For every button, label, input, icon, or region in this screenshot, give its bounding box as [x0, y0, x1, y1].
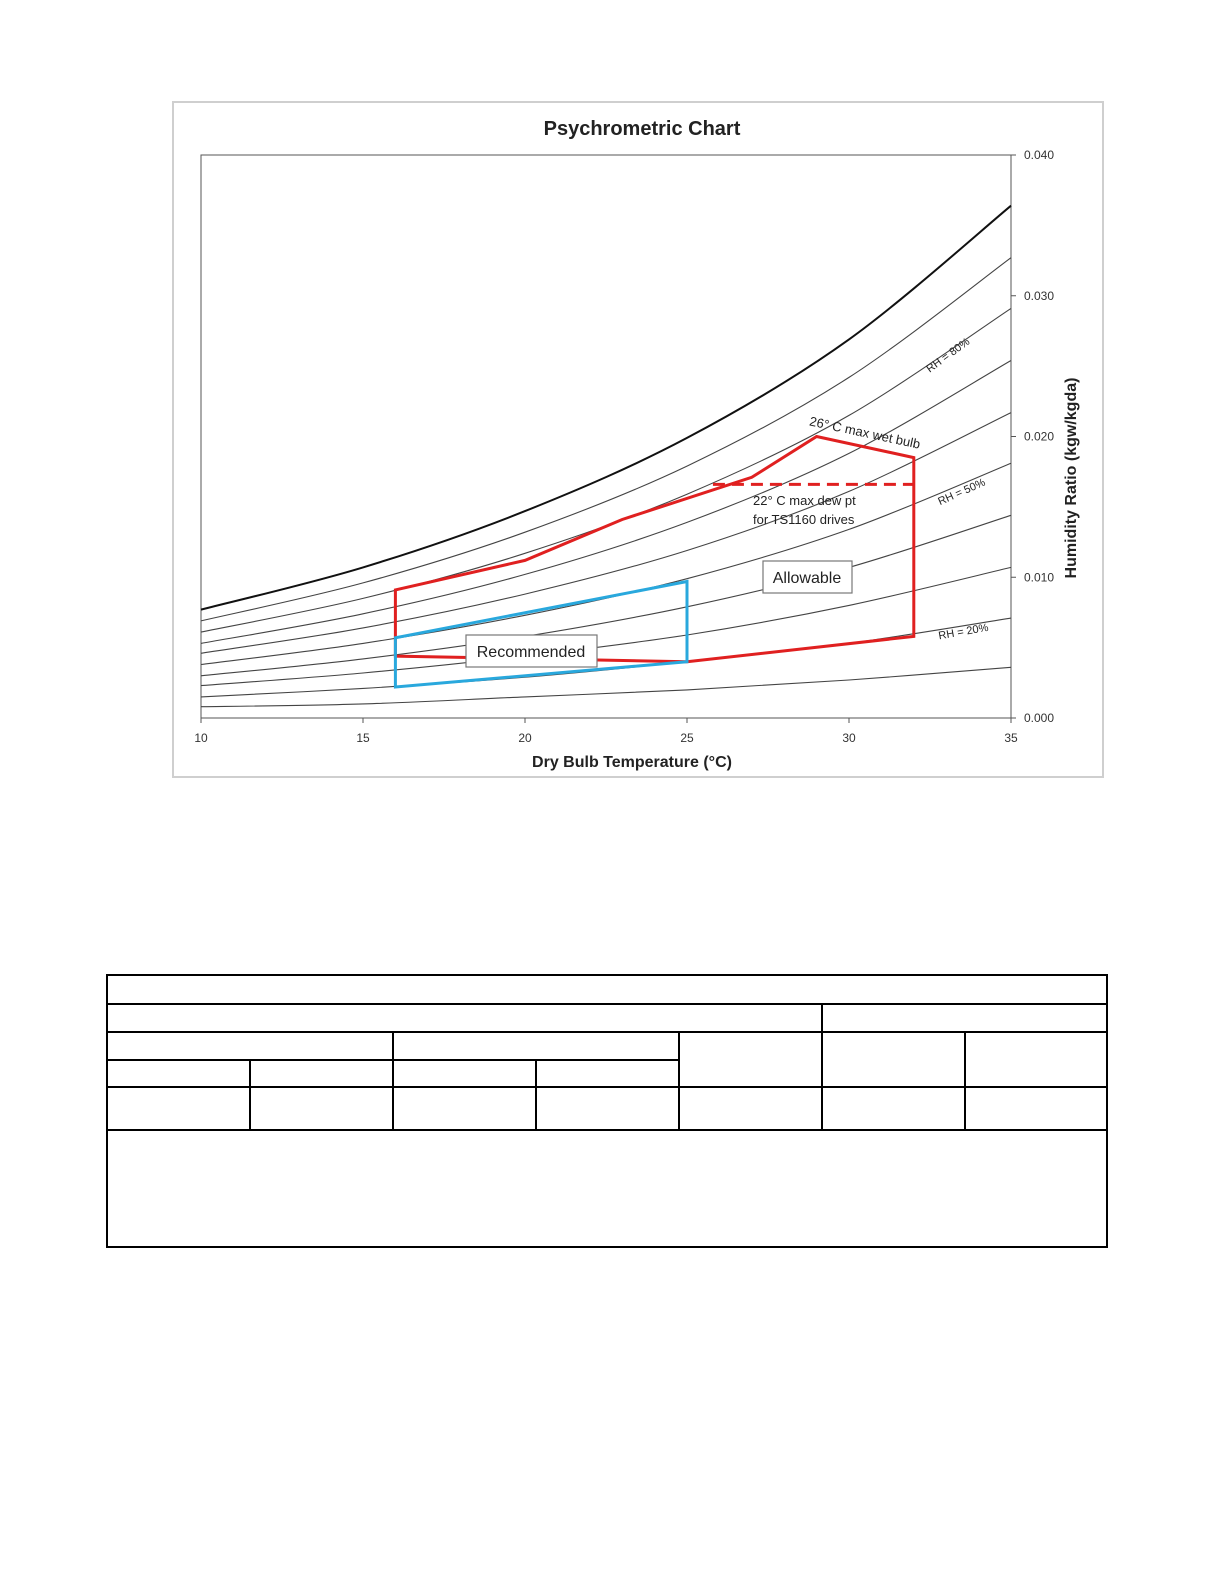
table-cell: [106, 1059, 251, 1088]
table-row: [106, 1031, 1109, 1088]
table-cell: [535, 1086, 680, 1131]
axis-ticks: 10 15 20 25 30 35 0.000 0.010 0.020 0.030 0.040: [194, 148, 1054, 745]
empty-table: [105, 974, 1109, 1248]
table-row: [106, 1003, 1109, 1033]
table-cell: [105, 1129, 1109, 1248]
rh80-label: RH = 80%: [924, 336, 972, 375]
rh-curve-80: [200, 307, 1012, 633]
table-cell: [392, 1059, 537, 1088]
x-tick-label: 25: [680, 731, 694, 745]
allowable-label: Allowable: [773, 570, 842, 587]
table-cell: [106, 1031, 394, 1061]
x-tick-label: 15: [356, 731, 370, 745]
rh-curve-10: [200, 666, 1012, 708]
dew-point-label-line1: 22° C max dew pt: [753, 493, 856, 508]
chart-title: Psychrometric Chart: [544, 118, 741, 140]
allowable-envelope: [393, 434, 916, 664]
table-cell: [821, 1086, 966, 1131]
rh20-label: RH = 20%: [938, 622, 990, 643]
rh-curve-20: [200, 617, 1012, 698]
chart-frame: Psychrometric Chart 10 15 20 25 30 35 0.000 0.0…: [172, 101, 1104, 778]
rh50-label: RH = 50%: [936, 476, 987, 508]
rh-curve-90: [200, 257, 1012, 622]
x-axis-label: Dry Bulb Temperature (°C): [532, 754, 732, 771]
y-tick-label: 0.010: [1024, 570, 1054, 584]
table-cell: [106, 1086, 251, 1131]
table-cell: [249, 1086, 394, 1131]
x-tick-label: 35: [1004, 731, 1018, 745]
table-cell: [106, 1003, 823, 1033]
table-row: [106, 1086, 1109, 1131]
table-cell: [963, 1031, 1109, 1088]
rh-curve-70: [200, 360, 1012, 644]
table-cell: [963, 1086, 1109, 1131]
allowable-label-box: [762, 560, 853, 594]
table-cell: [105, 974, 1109, 1005]
rh-curve-100: [200, 204, 1012, 611]
y-tick-label: 0.000: [1024, 711, 1054, 725]
recommended-label: Recommended: [477, 644, 586, 661]
table-cell: [535, 1059, 680, 1088]
rh-curve-60: [200, 412, 1012, 654]
table-cell: [820, 1003, 1109, 1033]
table-cell: [392, 1086, 537, 1131]
rh-curves: [200, 204, 1012, 708]
y-tick-label: 0.040: [1024, 148, 1054, 162]
table-row: [105, 1129, 1109, 1248]
recommended-label-box: [465, 634, 598, 668]
dew-point-label-line2: for TS1160 drives: [753, 512, 855, 527]
table-cell: [249, 1059, 394, 1088]
rh-curve-40: [200, 514, 1012, 677]
envelope-regions: [393, 434, 916, 689]
rh-curve-30: [200, 566, 1012, 687]
y-axis-label: Humidity Ratio (kgw/kgda): [1063, 378, 1080, 579]
x-tick-label: 30: [842, 731, 856, 745]
x-tick-label: 10: [194, 731, 208, 745]
table-cell: [821, 1031, 966, 1088]
recommended-envelope: [393, 579, 689, 689]
table-cell: [678, 1086, 823, 1131]
table-row: [105, 974, 1109, 1005]
y-tick-label: 0.030: [1024, 289, 1054, 303]
x-tick-label: 20: [518, 731, 532, 745]
table-cell: [678, 1031, 823, 1088]
table-cell: [392, 1031, 680, 1061]
table-row: [106, 1059, 1107, 1088]
y-tick-label: 0.020: [1024, 430, 1054, 444]
psychrometric-chart: Psychrometric Chart 10 15 20 25 30 35 0.000 0.0…: [194, 118, 1080, 771]
